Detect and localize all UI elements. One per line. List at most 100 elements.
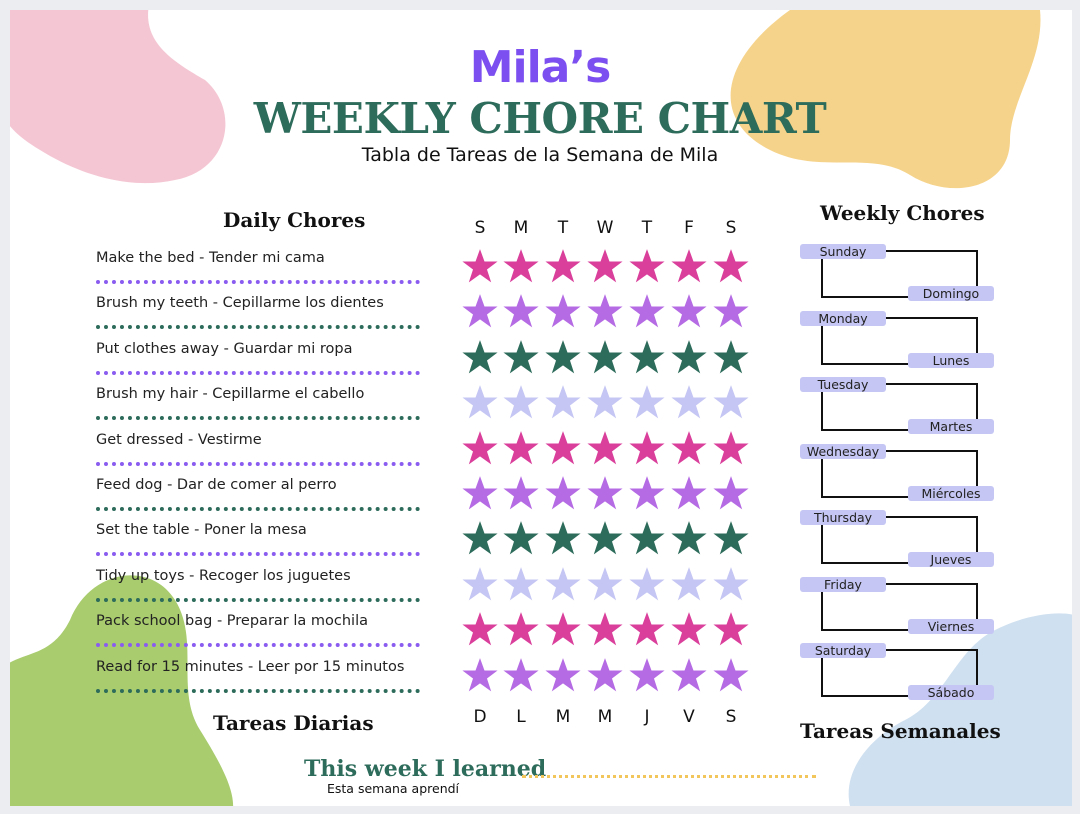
star-checkbox[interactable] — [586, 339, 624, 377]
star-checkbox[interactable] — [544, 611, 582, 649]
star-icon — [671, 612, 707, 646]
star-icon — [503, 521, 539, 555]
weekday-label-en: Monday — [800, 310, 886, 326]
star-icon — [503, 294, 539, 328]
star-checkbox[interactable] — [670, 248, 708, 286]
star-checkbox[interactable] — [586, 293, 624, 331]
star-checkbox[interactable] — [712, 611, 750, 649]
star-checkbox[interactable] — [461, 520, 499, 558]
star-checkbox[interactable] — [544, 475, 582, 513]
star-checkbox[interactable] — [586, 475, 624, 513]
star-icon — [462, 521, 498, 555]
star-checkbox[interactable] — [461, 566, 499, 604]
star-checkbox[interactable] — [502, 430, 540, 468]
star-checkbox[interactable] — [712, 339, 750, 377]
star-checkbox[interactable] — [461, 384, 499, 422]
star-checkbox[interactable] — [544, 339, 582, 377]
star-icon — [713, 612, 749, 646]
star-icon — [503, 430, 539, 464]
star-checkbox[interactable] — [712, 293, 750, 331]
star-checkbox[interactable] — [586, 384, 624, 422]
star-checkbox[interactable] — [461, 430, 499, 468]
star-checkbox[interactable] — [586, 566, 624, 604]
star-checkbox[interactable] — [461, 293, 499, 331]
star-checkbox[interactable] — [461, 475, 499, 513]
star-checkbox[interactable] — [502, 293, 540, 331]
star-icon — [629, 612, 665, 646]
star-icon — [462, 385, 498, 419]
star-checkbox[interactable] — [502, 566, 540, 604]
star-checkbox[interactable] — [502, 657, 540, 695]
chore-dotted-line — [96, 461, 420, 466]
learned-writing-line[interactable] — [522, 775, 816, 778]
star-checkbox[interactable] — [628, 566, 666, 604]
star-checkbox[interactable] — [544, 520, 582, 558]
star-checkbox[interactable] — [502, 475, 540, 513]
star-checkbox[interactable] — [712, 475, 750, 513]
star-checkbox[interactable] — [544, 293, 582, 331]
star-checkbox[interactable] — [461, 611, 499, 649]
star-checkbox[interactable] — [670, 430, 708, 468]
star-icon — [503, 476, 539, 510]
star-icon — [503, 612, 539, 646]
star-checkbox[interactable] — [670, 611, 708, 649]
star-checkbox[interactable] — [712, 520, 750, 558]
star-checkbox[interactable] — [628, 384, 666, 422]
star-checkbox[interactable] — [628, 430, 666, 468]
star-checkbox[interactable] — [544, 657, 582, 695]
star-icon — [629, 476, 665, 510]
star-checkbox[interactable] — [628, 475, 666, 513]
star-icon — [713, 476, 749, 510]
star-checkbox[interactable] — [628, 520, 666, 558]
star-checkbox[interactable] — [544, 566, 582, 604]
star-checkbox[interactable] — [461, 339, 499, 377]
star-checkbox[interactable] — [628, 657, 666, 695]
star-checkbox[interactable] — [670, 384, 708, 422]
chore-label: Feed dog - Dar de comer al perro — [96, 477, 337, 493]
star-checkbox[interactable] — [670, 566, 708, 604]
star-checkbox[interactable] — [502, 339, 540, 377]
star-checkbox[interactable] — [544, 384, 582, 422]
star-checkbox[interactable] — [712, 384, 750, 422]
star-checkbox[interactable] — [586, 657, 624, 695]
star-checkbox[interactable] — [461, 248, 499, 286]
star-icon — [545, 612, 581, 646]
star-checkbox[interactable] — [670, 520, 708, 558]
star-checkbox[interactable] — [628, 611, 666, 649]
star-checkbox[interactable] — [712, 430, 750, 468]
star-checkbox[interactable] — [670, 657, 708, 695]
star-icon — [545, 339, 581, 374]
star-icon — [671, 249, 707, 283]
star-checkbox[interactable] — [502, 248, 540, 286]
star-icon — [503, 566, 539, 601]
star-checkbox[interactable] — [586, 248, 624, 286]
star-checkbox[interactable] — [670, 293, 708, 331]
star-checkbox[interactable] — [628, 293, 666, 331]
star-checkbox[interactable] — [586, 520, 624, 558]
star-checkbox[interactable] — [670, 475, 708, 513]
weekday-label-en: Tuesday — [800, 377, 886, 392]
star-checkbox[interactable] — [628, 339, 666, 377]
star-checkbox[interactable] — [544, 248, 582, 286]
star-icon — [587, 249, 623, 283]
star-checkbox[interactable] — [628, 248, 666, 286]
star-icon — [545, 566, 581, 601]
star-checkbox[interactable] — [712, 657, 750, 695]
star-checkbox[interactable] — [461, 657, 499, 695]
star-icon — [629, 339, 665, 374]
star-icon — [503, 339, 539, 374]
star-checkbox[interactable] — [502, 611, 540, 649]
star-checkbox[interactable] — [712, 566, 750, 604]
star-checkbox[interactable] — [712, 248, 750, 286]
star-checkbox[interactable] — [502, 520, 540, 558]
star-icon — [503, 249, 539, 283]
star-checkbox[interactable] — [544, 430, 582, 468]
star-checkbox[interactable] — [670, 339, 708, 377]
chore-label: Tidy up toys - Recoger los juguetes — [96, 567, 351, 584]
star-icon — [629, 294, 665, 328]
star-checkbox[interactable] — [502, 384, 540, 422]
star-icon — [629, 657, 665, 691]
star-checkbox[interactable] — [586, 430, 624, 468]
star-checkbox[interactable] — [586, 611, 624, 649]
chore-dotted-line — [96, 325, 420, 330]
